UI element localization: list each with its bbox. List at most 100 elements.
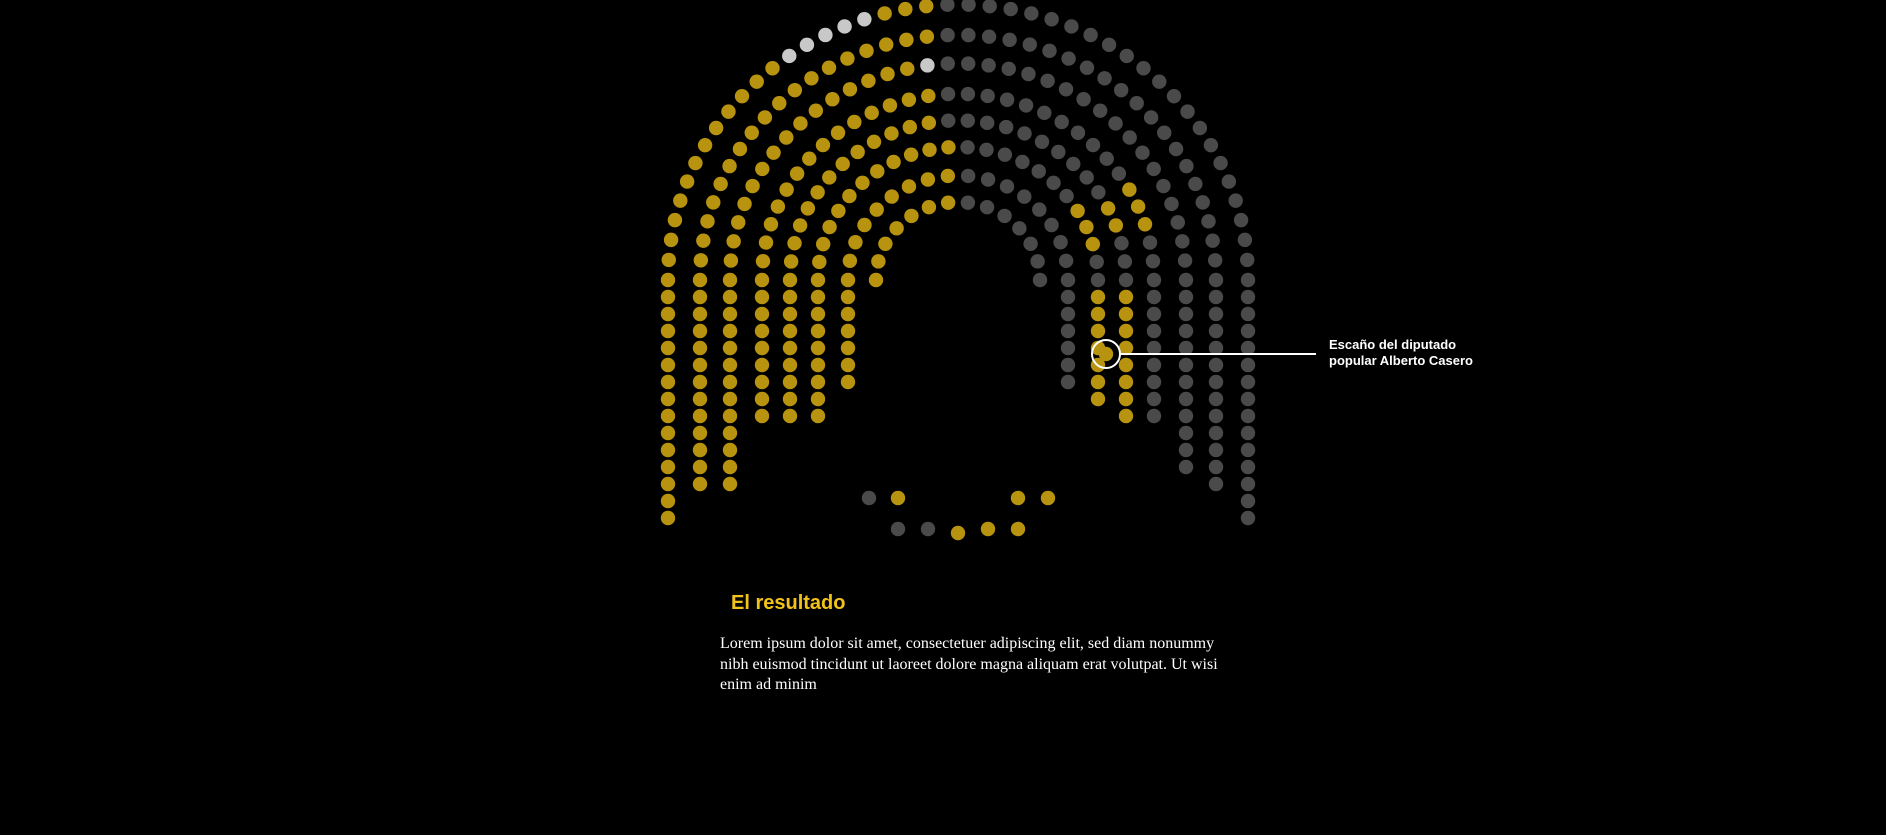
seat [660, 476, 676, 492]
seat [1213, 155, 1228, 171]
seat [734, 88, 750, 104]
seat [1240, 459, 1256, 475]
seat [799, 37, 815, 53]
seat [997, 208, 1012, 224]
seat [1146, 289, 1162, 305]
seat [1146, 357, 1162, 373]
seat [782, 408, 798, 424]
seat [754, 323, 770, 339]
seat [1111, 166, 1127, 181]
seat [878, 236, 893, 251]
seat [855, 175, 870, 190]
seat [999, 92, 1015, 107]
seat [898, 1, 913, 17]
seat [960, 195, 976, 210]
seat [1178, 442, 1194, 458]
seat [979, 142, 994, 157]
seat [1113, 82, 1129, 98]
seat [1205, 233, 1220, 248]
seat [1022, 37, 1037, 52]
seat [1090, 289, 1106, 305]
seat [754, 289, 770, 305]
seat [1090, 306, 1106, 322]
seat [1118, 289, 1134, 305]
seat [877, 6, 892, 21]
seat [1188, 176, 1203, 192]
seat [722, 357, 738, 373]
seat [1090, 272, 1106, 288]
seat [754, 272, 770, 288]
seat [1040, 490, 1056, 506]
seat [810, 289, 826, 305]
seat [902, 119, 918, 135]
seat [921, 115, 937, 131]
seat [754, 357, 770, 373]
seat [763, 217, 779, 232]
seat [1021, 66, 1036, 82]
seat [1083, 27, 1098, 43]
seat [722, 391, 738, 407]
seat [1060, 323, 1076, 339]
seat [787, 82, 803, 98]
seat [722, 425, 738, 441]
seat [1146, 323, 1162, 339]
seat [1066, 156, 1081, 172]
seat [1118, 357, 1134, 373]
seat [1100, 201, 1116, 216]
seat [1122, 182, 1137, 197]
seat [1129, 96, 1144, 111]
seat [1002, 32, 1017, 48]
seat [782, 391, 798, 407]
seat [960, 168, 976, 184]
seat [961, 0, 976, 12]
seat [692, 272, 708, 288]
seat [692, 340, 708, 356]
seat [941, 113, 956, 128]
seat [1145, 253, 1161, 269]
seat [1108, 116, 1123, 131]
seat [1221, 174, 1237, 189]
seat [1070, 125, 1086, 140]
seat [870, 164, 885, 179]
seat [1178, 323, 1194, 339]
seat [880, 66, 895, 82]
seat [840, 272, 856, 288]
seat [1118, 272, 1134, 288]
seat [1208, 272, 1224, 288]
seat [810, 272, 826, 288]
seat [980, 521, 996, 537]
seat [1017, 126, 1032, 141]
seat [810, 357, 826, 373]
seat [1101, 37, 1117, 53]
seat [1178, 289, 1194, 305]
seat [660, 493, 676, 509]
seat [1118, 408, 1134, 424]
seat [1178, 357, 1194, 373]
seat [900, 61, 915, 77]
seat [882, 98, 898, 113]
seat [1034, 134, 1050, 149]
seat [660, 272, 676, 288]
seat [1085, 137, 1101, 153]
seat [810, 391, 826, 407]
seat [663, 232, 679, 248]
seat [692, 289, 708, 305]
seat [1166, 88, 1182, 104]
seat [1032, 272, 1048, 288]
seat [779, 130, 794, 145]
seat [1240, 252, 1255, 268]
seat [960, 86, 976, 102]
seat [1146, 374, 1162, 390]
seat [1085, 236, 1101, 252]
seat [940, 195, 956, 210]
seat [815, 137, 831, 153]
seat [692, 459, 708, 475]
seat [1122, 130, 1137, 145]
seat [979, 199, 995, 215]
seat [889, 221, 904, 236]
seat [723, 253, 739, 268]
seat [857, 12, 872, 27]
seat [1092, 103, 1108, 118]
seat-group [660, 0, 1256, 541]
seat [1114, 235, 1129, 251]
